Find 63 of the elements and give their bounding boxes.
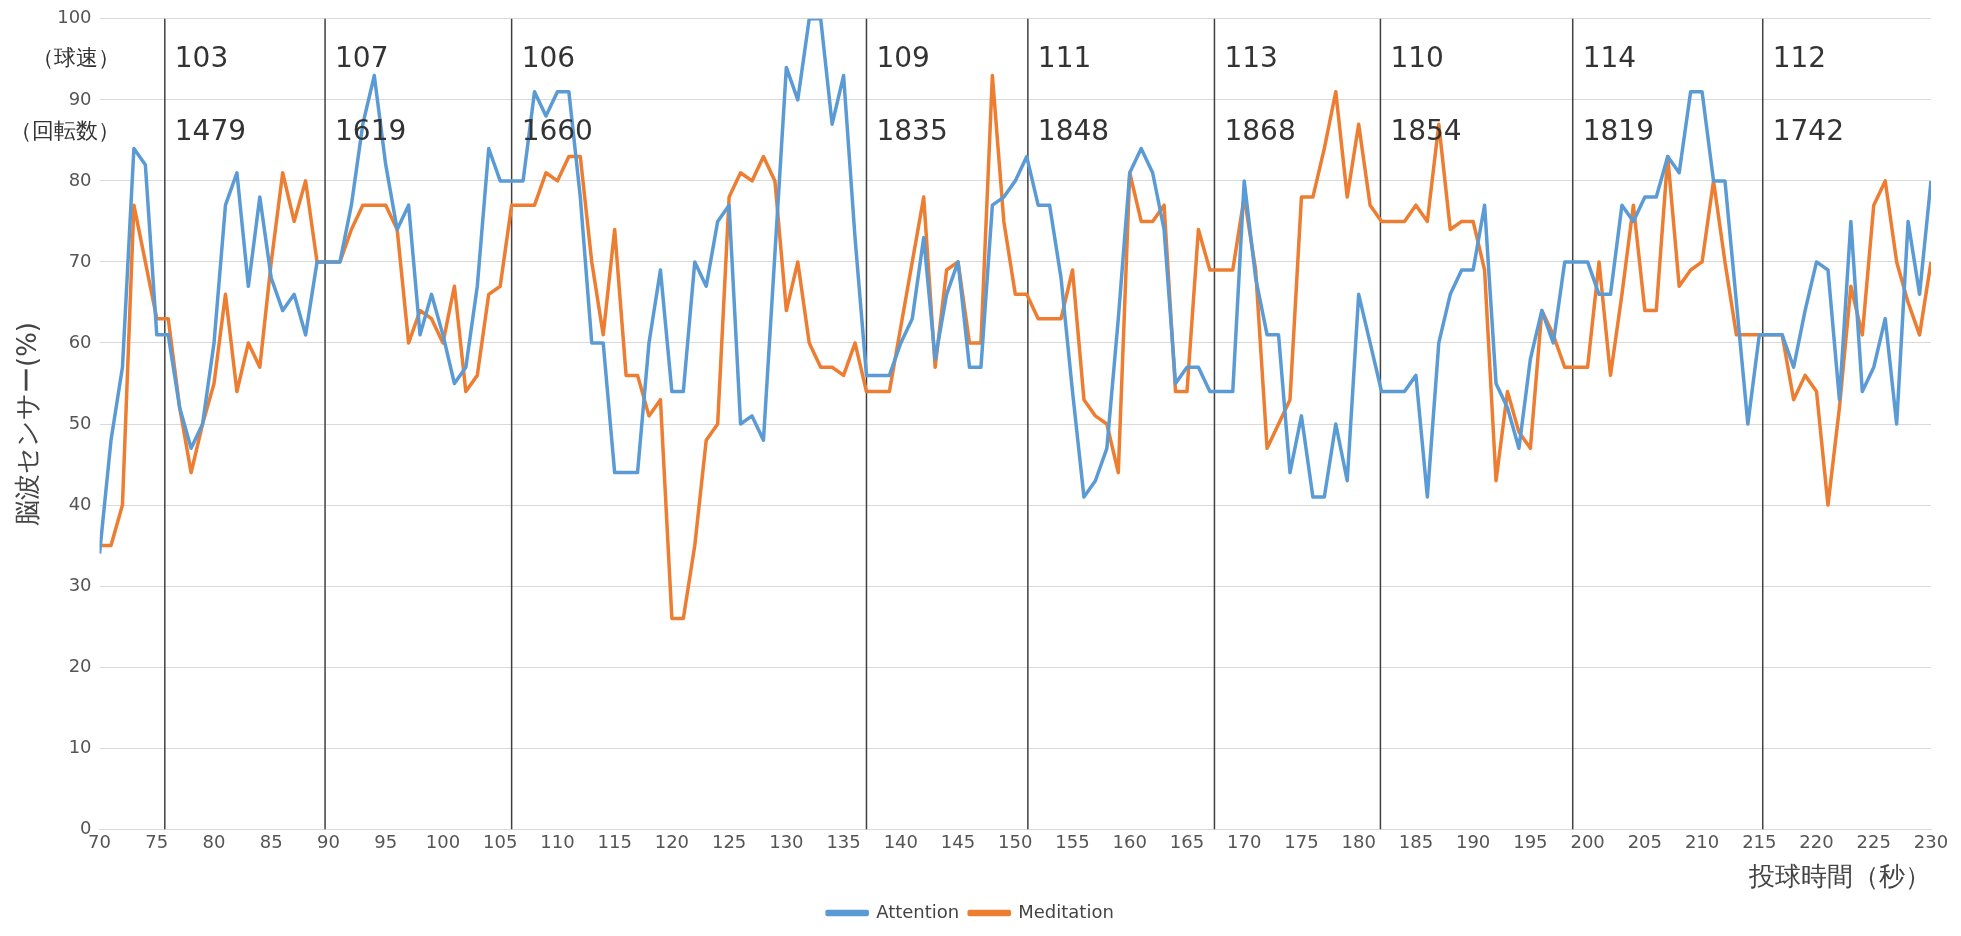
annotation: 107 xyxy=(335,40,389,74)
x-tick-label: 170 xyxy=(1227,830,1262,852)
x-tick-label: 125 xyxy=(711,830,747,852)
y-tick-label: 20 xyxy=(68,654,92,676)
x-tick-label: 145 xyxy=(940,830,976,852)
y-tick-label: 70 xyxy=(68,249,92,271)
legend-label: Meditation xyxy=(1018,900,1114,922)
x-tick-label: 215 xyxy=(1742,830,1777,852)
annotation: 1848 xyxy=(1037,113,1110,147)
x-tick-label: 95 xyxy=(374,830,398,852)
annotation: （回転数） xyxy=(9,117,120,143)
annotation: 109 xyxy=(876,40,930,74)
legend-label: Attention xyxy=(876,900,960,922)
x-tick-label: 230 xyxy=(1913,830,1949,852)
x-tick-label: 220 xyxy=(1799,830,1834,852)
annotation: 110 xyxy=(1390,40,1444,74)
x-tick-label: 195 xyxy=(1513,830,1548,852)
annotation: 1835 xyxy=(876,113,948,147)
annotation: 1819 xyxy=(1582,113,1654,147)
x-tick-label: 150 xyxy=(998,830,1033,852)
x-tick-label: 175 xyxy=(1284,830,1319,852)
x-tick-label: 85 xyxy=(259,830,283,852)
x-tick-label: 80 xyxy=(202,830,226,852)
x-tick-label: 225 xyxy=(1856,830,1891,852)
y-tick-label: 90 xyxy=(68,87,92,109)
x-tick-label: 180 xyxy=(1341,830,1376,852)
x-tick-label: 90 xyxy=(317,830,340,852)
annotation: 1479 xyxy=(174,113,247,147)
x-tick-label: 210 xyxy=(1684,830,1720,852)
annotation: 111 xyxy=(1037,40,1092,74)
y-tick-label: 80 xyxy=(68,168,92,190)
y-tick-label: 10 xyxy=(68,735,92,757)
annotation: 1868 xyxy=(1224,113,1296,147)
y-tick-label: 100 xyxy=(57,6,92,28)
y-tick-label: 30 xyxy=(68,573,92,595)
x-tick-label: 130 xyxy=(769,830,804,852)
x-tick-label: 205 xyxy=(1627,830,1663,852)
annotation: 1742 xyxy=(1772,113,1844,147)
x-tick-label: 120 xyxy=(654,830,690,852)
annotation: 113 xyxy=(1224,40,1278,74)
annotation: 112 xyxy=(1772,40,1827,74)
annotation: 103 xyxy=(174,40,229,74)
y-axis-title: 脳波センサー(%) xyxy=(12,322,43,526)
x-axis-title: 投球時間（秒） xyxy=(1748,861,1931,892)
x-tick-label: 105 xyxy=(483,830,518,852)
annotation: （球速） xyxy=(31,45,120,71)
x-tick-label: 190 xyxy=(1455,830,1491,852)
x-tick-label: 115 xyxy=(597,830,632,852)
x-tick-label: 185 xyxy=(1398,830,1434,852)
x-tick-label: 100 xyxy=(425,830,461,852)
annotation: 114 xyxy=(1582,40,1637,74)
x-tick-label: 135 xyxy=(826,830,861,852)
x-tick-label: 165 xyxy=(1169,830,1205,852)
x-tick-label: 160 xyxy=(1112,830,1147,852)
x-tick-label: 155 xyxy=(1055,830,1090,852)
y-tick-label: 60 xyxy=(68,330,92,352)
y-tick-label: 50 xyxy=(68,411,92,433)
x-tick-label: 110 xyxy=(540,830,575,852)
x-tick-label: 75 xyxy=(145,830,169,852)
y-tick-label: 40 xyxy=(68,492,92,514)
annotation: 106 xyxy=(521,40,576,74)
x-tick-label: 200 xyxy=(1570,830,1605,852)
x-tick-label: 140 xyxy=(883,830,918,852)
